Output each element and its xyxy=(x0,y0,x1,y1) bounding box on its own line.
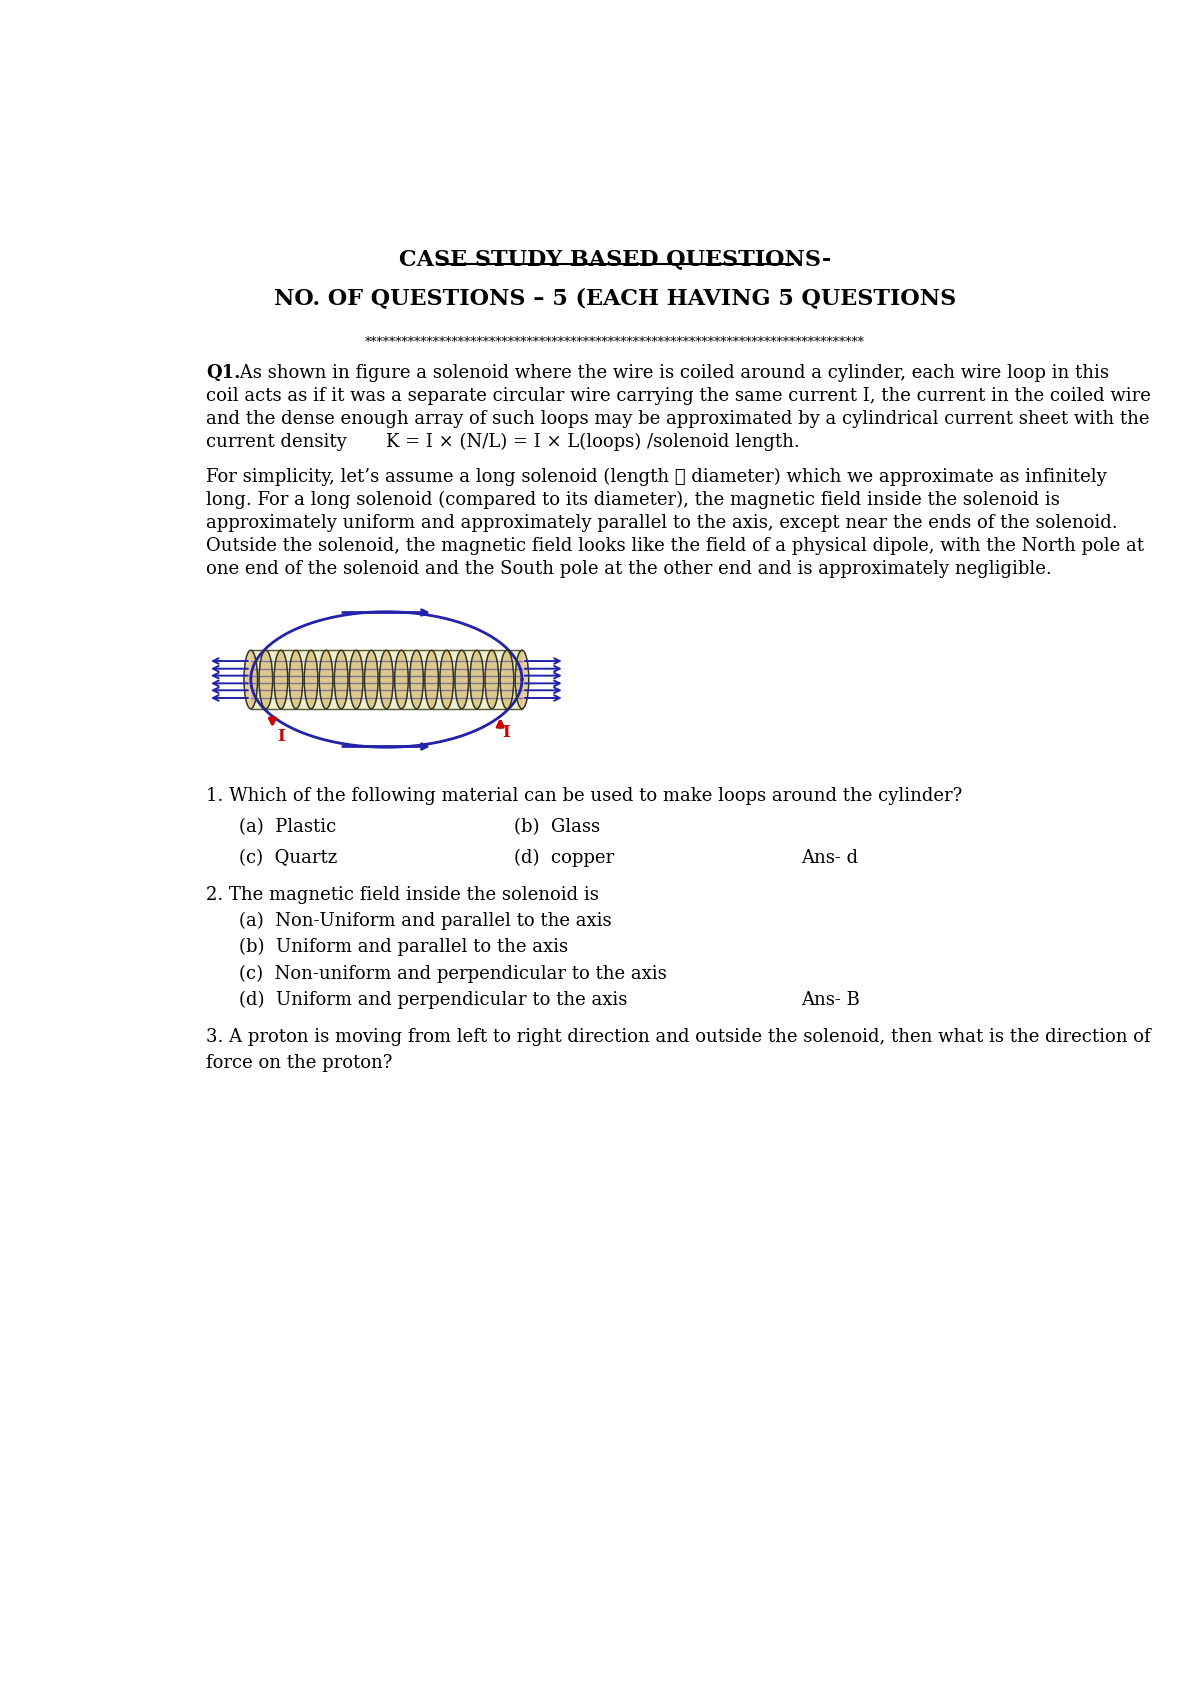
Ellipse shape xyxy=(244,650,258,709)
Ellipse shape xyxy=(500,650,514,709)
Ellipse shape xyxy=(274,650,288,709)
Text: force on the proton?: force on the proton? xyxy=(206,1054,392,1073)
Text: (a)  Non-Uniform and parallel to the axis: (a) Non-Uniform and parallel to the axis xyxy=(239,911,612,930)
Text: As shown in figure a solenoid where the wire is coiled around a cylinder, each w: As shown in figure a solenoid where the … xyxy=(234,363,1109,382)
Ellipse shape xyxy=(349,650,364,709)
Ellipse shape xyxy=(455,650,468,709)
Text: (d)  Uniform and perpendicular to the axis: (d) Uniform and perpendicular to the axi… xyxy=(239,991,628,1008)
Text: Ans- B: Ans- B xyxy=(802,991,860,1008)
Text: (d)  copper: (d) copper xyxy=(515,848,614,867)
Ellipse shape xyxy=(409,650,424,709)
Text: (b)  Glass: (b) Glass xyxy=(515,818,600,837)
Ellipse shape xyxy=(259,650,272,709)
Text: Outside the solenoid, the magnetic field looks like the field of a physical dipo: Outside the solenoid, the magnetic field… xyxy=(206,536,1144,555)
Text: coil acts as if it was a separate circular wire carrying the same current I, the: coil acts as if it was a separate circul… xyxy=(206,387,1151,406)
Ellipse shape xyxy=(485,650,499,709)
Text: 2. The magnetic field inside the solenoid is: 2. The magnetic field inside the solenoi… xyxy=(206,886,599,905)
Text: Ans- d: Ans- d xyxy=(802,848,858,867)
Text: ********************************************************************************: ****************************************… xyxy=(365,336,865,350)
Text: K = I × (N/L) = I × L(loops) /solenoid length.: K = I × (N/L) = I × L(loops) /solenoid l… xyxy=(386,433,800,451)
Text: NO. OF QUESTIONS – 5 (EACH HAVING 5 QUESTIONS: NO. OF QUESTIONS – 5 (EACH HAVING 5 QUES… xyxy=(274,287,956,309)
Bar xyxy=(251,650,522,709)
Text: approximately uniform and approximately parallel to the axis, except near the en: approximately uniform and approximately … xyxy=(206,514,1117,531)
Text: 3. A proton is moving from left to right direction and outside the solenoid, the: 3. A proton is moving from left to right… xyxy=(206,1028,1151,1045)
Text: current density: current density xyxy=(206,433,347,451)
Text: (c)  Quartz: (c) Quartz xyxy=(239,848,337,867)
Ellipse shape xyxy=(425,650,438,709)
Ellipse shape xyxy=(319,650,332,709)
Ellipse shape xyxy=(289,650,302,709)
Text: Q1.: Q1. xyxy=(206,363,240,382)
Ellipse shape xyxy=(440,650,454,709)
Text: I: I xyxy=(277,728,284,745)
Ellipse shape xyxy=(305,650,318,709)
Ellipse shape xyxy=(335,650,348,709)
Ellipse shape xyxy=(395,650,408,709)
Text: long. For a long solenoid (compared to its diameter), the magnetic field inside : long. For a long solenoid (compared to i… xyxy=(206,490,1060,509)
Text: CASE STUDY BASED QUESTIONS-: CASE STUDY BASED QUESTIONS- xyxy=(398,248,832,270)
Text: (b)  Uniform and parallel to the axis: (b) Uniform and parallel to the axis xyxy=(239,938,569,957)
Text: and the dense enough array of such loops may be approximated by a cylindrical cu: and the dense enough array of such loops… xyxy=(206,411,1150,428)
Text: For simplicity, let’s assume a long solenoid (length ≫ diameter) which we approx: For simplicity, let’s assume a long sole… xyxy=(206,468,1106,485)
Ellipse shape xyxy=(379,650,394,709)
Ellipse shape xyxy=(470,650,484,709)
Ellipse shape xyxy=(515,650,529,709)
Text: (c)  Non-uniform and perpendicular to the axis: (c) Non-uniform and perpendicular to the… xyxy=(239,964,667,983)
Ellipse shape xyxy=(365,650,378,709)
Text: (a)  Plastic: (a) Plastic xyxy=(239,818,336,837)
Text: one end of the solenoid and the South pole at the other end and is approximately: one end of the solenoid and the South po… xyxy=(206,560,1051,579)
Text: I: I xyxy=(503,725,510,742)
Text: 1. Which of the following material can be used to make loops around the cylinder: 1. Which of the following material can b… xyxy=(206,787,962,806)
